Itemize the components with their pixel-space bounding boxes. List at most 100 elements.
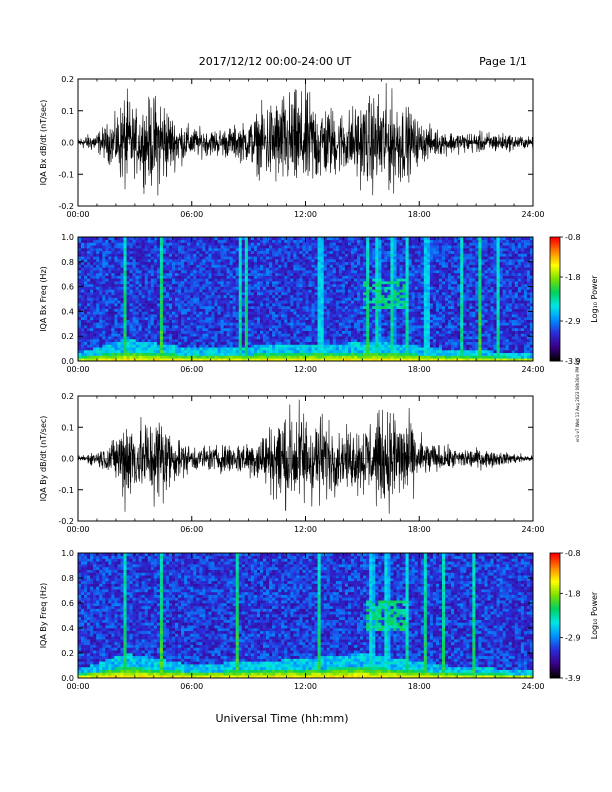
spectrogram-cell [338, 297, 343, 301]
spectrogram-cell [223, 311, 227, 315]
spectrogram-cell [211, 352, 215, 356]
spectrogram-cell [344, 242, 349, 246]
spectrogram-cell [320, 239, 324, 243]
spectrogram-cell [120, 336, 124, 340]
spectrogram-cell [326, 278, 331, 282]
spectrogram-cell [114, 294, 118, 298]
spectrogram-cell [241, 344, 246, 348]
spectrogram-cell [399, 311, 403, 315]
spectrogram-cell [317, 245, 321, 249]
spectrogram-cell [278, 325, 282, 329]
spectrogram-cell [347, 267, 352, 271]
spectrogram-cell [290, 245, 294, 249]
spectrogram-cell [214, 341, 218, 345]
spectrogram-cell [190, 278, 194, 282]
spectrogram-cell [105, 245, 109, 249]
spectrogram-cell [226, 327, 230, 331]
spectrogram-cell [402, 250, 406, 254]
spectrogram-cell [208, 294, 212, 298]
spectrogram-cell [341, 250, 346, 254]
spectrogram-cell [357, 333, 361, 337]
spectrogram-cell [272, 239, 276, 243]
spectrogram-cell [293, 316, 297, 320]
spectrogram-cell [220, 352, 224, 356]
spectrogram-cell [102, 303, 106, 307]
spectrogram-cell [241, 245, 246, 249]
spectrogram-cell [159, 283, 164, 287]
spectrogram-cell [226, 286, 230, 290]
spectrogram-cell [223, 352, 227, 356]
spectrogram-cell [135, 325, 139, 329]
spectrogram-cell [329, 275, 334, 279]
spectrogram-cell [244, 305, 249, 309]
spectrogram-cell [138, 308, 142, 312]
spectrogram-cell [141, 355, 146, 359]
spectrogram-cell [341, 347, 346, 351]
spectrogram-cell [150, 300, 155, 304]
spectrogram-cell [311, 286, 315, 290]
spectrogram-cell [266, 242, 270, 246]
spectrogram-cell [344, 308, 349, 312]
spectrogram-cell [96, 275, 100, 279]
spectrogram-cell [363, 270, 367, 274]
spectrogram-cell [260, 250, 264, 254]
spectrogram-cell [390, 242, 394, 246]
spectrogram-cell [232, 261, 237, 265]
spectrogram-cell [332, 349, 337, 354]
spectrogram-cell [120, 349, 124, 354]
spectrogram-cell [299, 245, 303, 249]
spectrogram-cell [220, 308, 224, 312]
spectrogram-cell [90, 303, 94, 307]
spectrogram-cell [153, 264, 158, 268]
spectrogram-cell [381, 264, 385, 268]
spectrogram-cell [129, 333, 133, 337]
spectrogram-cell [399, 292, 403, 296]
spectrogram-cell [351, 338, 355, 343]
spectrogram-cell [305, 358, 309, 362]
spectrogram-cell [150, 303, 155, 307]
spectrogram-cell [108, 316, 112, 320]
spectrogram-cell [81, 347, 85, 351]
spectrogram-cell [162, 264, 167, 268]
spectrogram-cell [338, 294, 343, 298]
spectrogram-cell [235, 338, 240, 343]
spectrogram-cell [296, 316, 300, 320]
spectrogram-cell [99, 292, 103, 296]
spectrogram-cell [208, 303, 212, 307]
spectrogram-cell [196, 245, 200, 249]
spectrogram-cell [165, 237, 170, 241]
spectrogram-cell [169, 242, 173, 246]
spectrogram-cell [205, 300, 209, 304]
spectrogram-cell [169, 347, 173, 351]
spectrogram-cell [81, 297, 85, 301]
spectrogram-cell [90, 270, 94, 274]
spectrogram-cell [296, 325, 300, 329]
spectrogram-cell [256, 338, 261, 343]
spectrogram-cell [244, 333, 249, 337]
spectrogram-cell [250, 341, 255, 345]
spectrogram-cell [144, 352, 149, 356]
spectrogram-cell [278, 333, 282, 337]
spectrogram-cell [156, 305, 161, 309]
spectrogram-cell [126, 352, 130, 356]
spectrogram-cell [199, 336, 203, 340]
spectrogram-cell [320, 253, 324, 257]
spectrogram-cell [244, 239, 249, 243]
spectrogram-cell [250, 256, 255, 260]
spectrogram-cell [162, 250, 167, 254]
spectrogram-cell [384, 272, 388, 276]
spectrogram-cell [241, 333, 246, 337]
x-tick-label: 12:00 [294, 210, 317, 219]
spectrogram-cell [202, 278, 206, 282]
spectrogram-cell [187, 327, 191, 331]
spectrogram-cell [135, 272, 139, 276]
spectrogram-cell [84, 308, 88, 312]
spectrogram-cell [369, 256, 373, 260]
spectrogram-cell [299, 253, 303, 257]
spectrogram-cell [253, 303, 258, 307]
spectrogram-cell [169, 248, 173, 252]
spectrogram-cell [266, 297, 270, 301]
spectrogram-cell [284, 261, 288, 265]
spectrogram-cell [187, 239, 191, 243]
spectrogram-cell [208, 237, 212, 241]
